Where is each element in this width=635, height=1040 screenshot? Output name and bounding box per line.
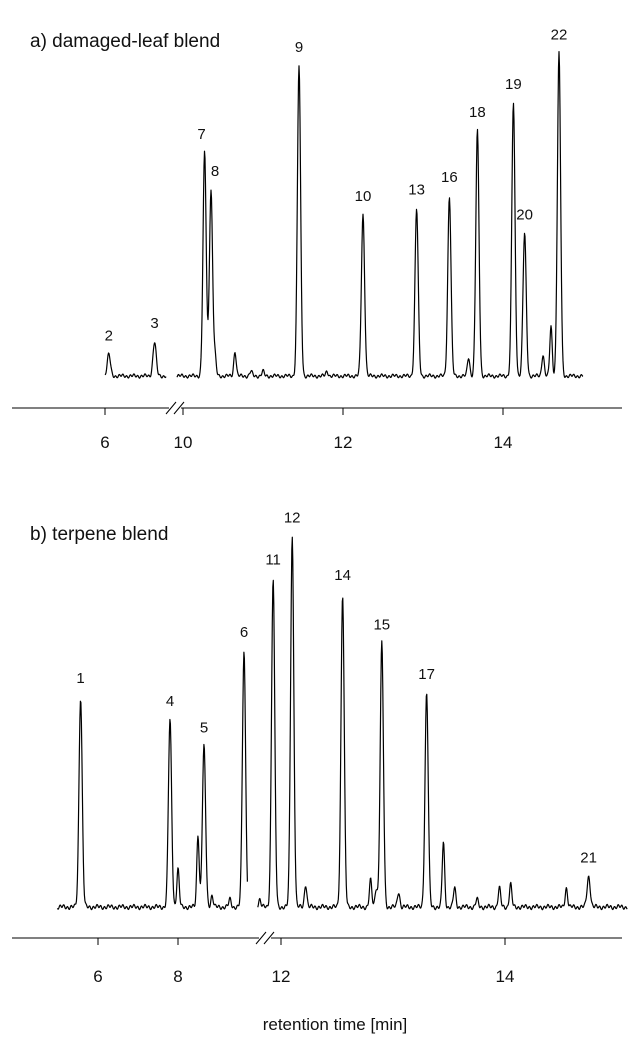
panel-b-x-axis: 6 8 12 14 [12,931,622,986]
axis-break-mark [165,401,177,415]
panel-a-title: a) damaged-leaf blend [30,31,220,52]
axis-break-gap [169,405,181,411]
peak-label: 4 [166,693,174,710]
x-tick-label: 14 [494,433,513,452]
peak-label: 22 [551,27,568,44]
peak-label: 19 [505,76,522,93]
trace-segment [176,51,584,379]
peak-label: 8 [211,163,219,180]
axis-break-mark [173,401,185,415]
peak-label: 13 [408,182,425,199]
x-tick-label: 6 [100,433,109,452]
peak-label: 6 [240,624,248,641]
x-tick-label: 8 [173,967,182,986]
peak-label: 18 [469,104,486,121]
x-tick-label: 10 [174,433,193,452]
peak-label: 3 [150,315,158,332]
peak-label: 14 [334,567,351,584]
panel-a-x-axis: 6 10 12 14 [12,401,622,452]
peak-label: 9 [295,39,303,56]
peak-label: 11 [265,551,281,568]
x-tick-label: 6 [93,967,102,986]
peak-label: 1 [76,670,84,687]
axis-break-mark [255,931,267,945]
trace-segment [104,342,167,379]
peak-label: 15 [373,616,390,633]
peak-label: 12 [284,509,301,526]
x-axis-title: retention time [min] [263,1015,408,1034]
trace-segment [257,536,628,911]
peak-label: 5 [200,720,208,737]
x-tick-label: 12 [272,967,291,986]
axis-break-gap [259,935,271,941]
peak-label: 21 [580,849,597,866]
peak-label: 2 [105,327,113,344]
peak-label: 17 [418,666,435,683]
trace-segment [56,651,248,911]
peak-label: 10 [355,188,372,205]
x-tick-label: 14 [496,967,515,986]
axis-break-mark [263,931,275,945]
panel-a-plot-area: 2 3 7 8 9 10 13 16 18 19 20 22 [104,27,584,379]
panel-b-title: b) terpene blend [30,524,168,545]
peak-label: 20 [516,206,533,223]
x-tick-label: 12 [334,433,353,452]
peak-label: 16 [441,169,458,186]
peak-label: 7 [197,126,205,143]
